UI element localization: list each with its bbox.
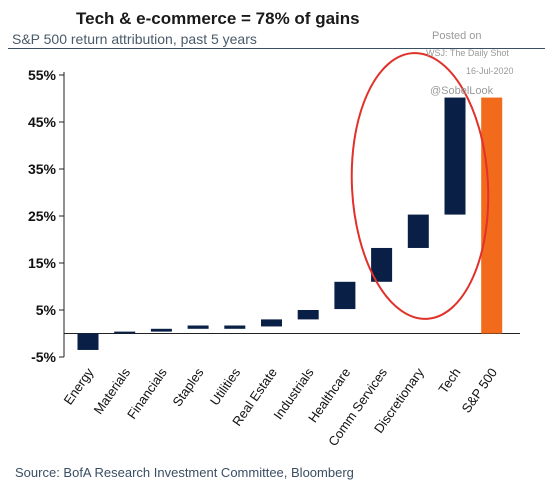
bar-financials <box>150 328 172 332</box>
watermark-publication: WSJ: The Daily Shot <box>426 48 509 58</box>
bar-industrials <box>297 310 319 320</box>
chart-title: Tech & e-commerce = 78% of gains <box>76 9 360 28</box>
y-tick-label: 55% <box>28 67 57 83</box>
bar-tech <box>444 97 466 215</box>
y-tick-label: 5% <box>36 302 57 318</box>
y-tick-label: 15% <box>28 255 57 271</box>
x-tick-label: Staples <box>169 365 206 410</box>
x-tick-label: Energy <box>61 365 97 408</box>
bar-healthcare <box>334 281 356 310</box>
source-note: Source: BofA Research Investment Committ… <box>15 465 354 480</box>
bar-comm-services <box>371 247 393 282</box>
y-tick-label: 25% <box>28 208 57 224</box>
title-divider <box>8 48 545 49</box>
watermark-posted-on: Posted on <box>432 30 482 42</box>
bar-utilities <box>224 325 246 329</box>
bar-total-sp500 <box>481 97 503 334</box>
bar-staples <box>187 325 209 329</box>
chart-subtitle: S&P 500 return attribution, past 5 years <box>12 31 257 47</box>
watermark-handle: @SobelLook <box>430 85 494 97</box>
bar-discretionary <box>407 214 429 248</box>
x-tick-label: Utilities <box>207 365 244 408</box>
watermark-date: 16-Jul-2020 <box>466 66 514 76</box>
x-tick-label: S&P 500 <box>459 365 501 415</box>
x-tick-label: Tech <box>435 365 463 396</box>
y-tick-label: 35% <box>28 161 57 177</box>
y-tick-label: -5% <box>31 349 56 365</box>
bar-real-estate <box>261 319 282 327</box>
highlight-ellipse <box>350 52 490 320</box>
y-tick-label: 45% <box>28 114 57 130</box>
bar-materials <box>114 331 136 334</box>
bar-energy <box>77 333 99 350</box>
